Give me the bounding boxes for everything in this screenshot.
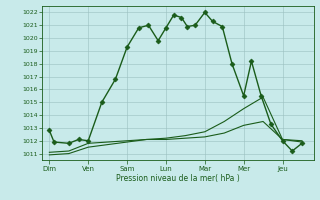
X-axis label: Pression niveau de la mer( hPa ): Pression niveau de la mer( hPa ) bbox=[116, 174, 239, 183]
